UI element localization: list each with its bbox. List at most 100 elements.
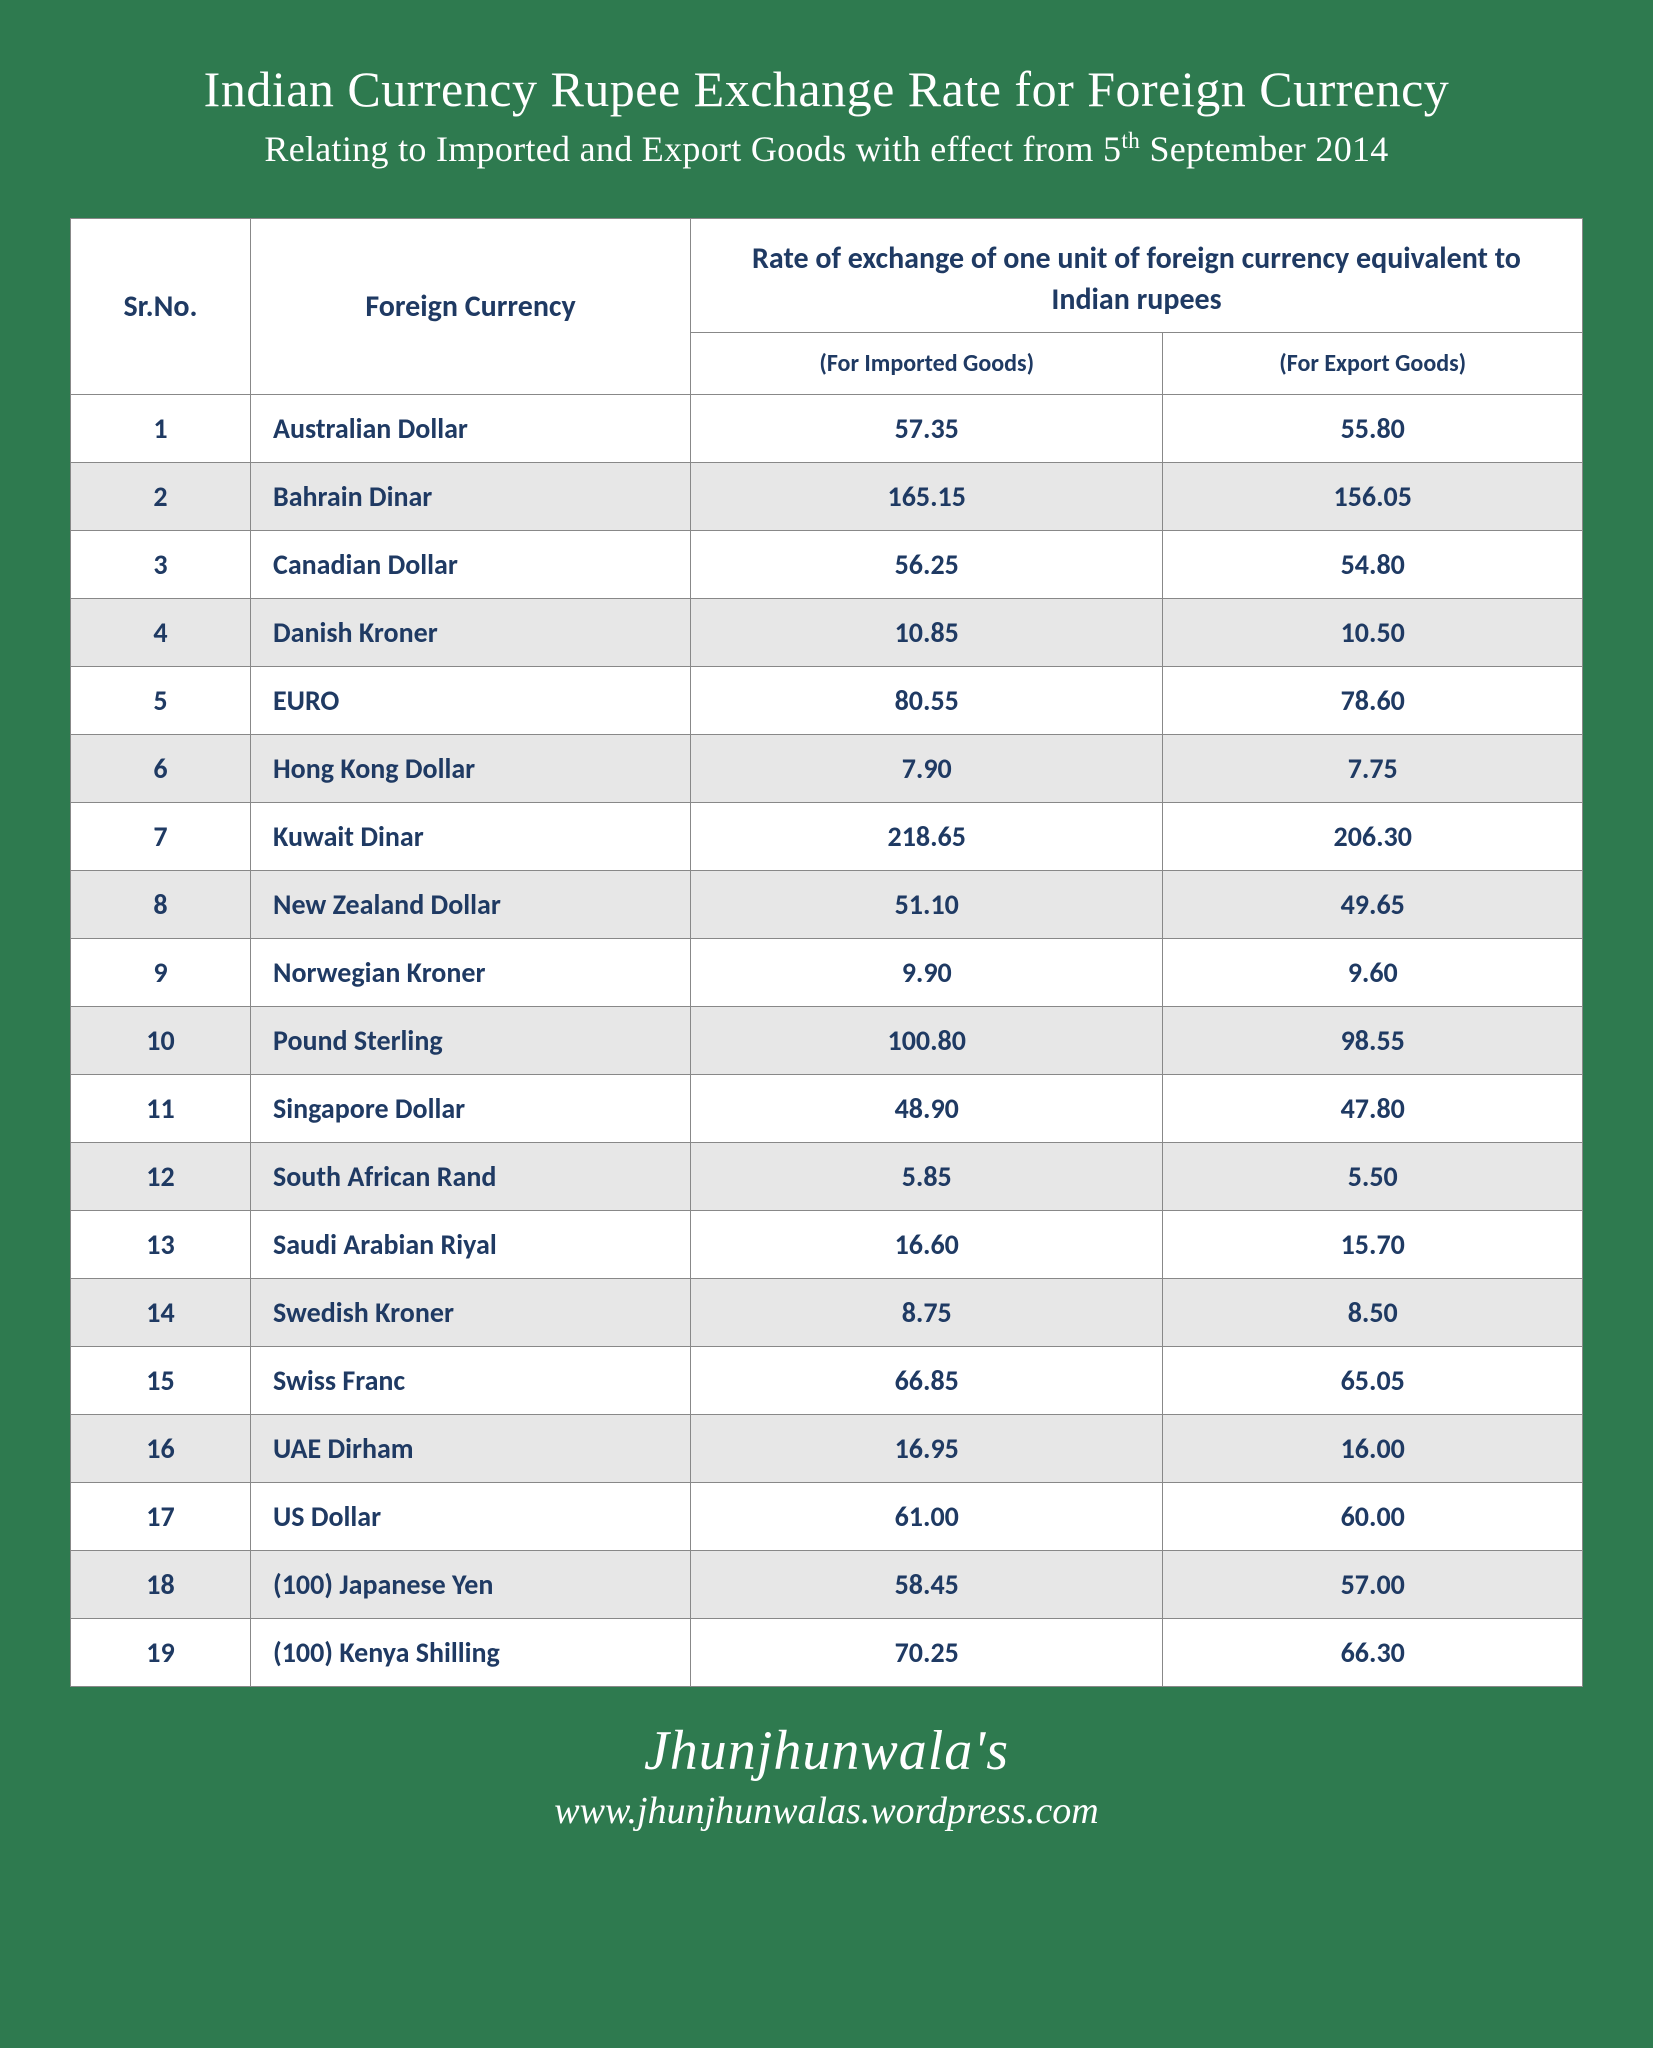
cell-export: 206.30 bbox=[1163, 803, 1583, 871]
cell-imported: 8.75 bbox=[691, 1279, 1163, 1347]
cell-export: 8.50 bbox=[1163, 1279, 1583, 1347]
cell-currency: US Dollar bbox=[251, 1483, 691, 1551]
cell-export: 49.65 bbox=[1163, 871, 1583, 939]
cell-srno: 11 bbox=[71, 1075, 251, 1143]
cell-export: 9.60 bbox=[1163, 939, 1583, 1007]
cell-export: 55.80 bbox=[1163, 395, 1583, 463]
table-row: 7Kuwait Dinar218.65206.30 bbox=[71, 803, 1583, 871]
cell-export: 15.70 bbox=[1163, 1211, 1583, 1279]
cell-currency: Pound Sterling bbox=[251, 1007, 691, 1075]
cell-export: 57.00 bbox=[1163, 1551, 1583, 1619]
table-row: 2Bahrain Dinar165.15156.05 bbox=[71, 463, 1583, 531]
cell-currency: Saudi Arabian Riyal bbox=[251, 1211, 691, 1279]
cell-imported: 51.10 bbox=[691, 871, 1163, 939]
cell-imported: 16.60 bbox=[691, 1211, 1163, 1279]
brand-name: Jhunjhunwala's bbox=[554, 1719, 1098, 1783]
cell-srno: 12 bbox=[71, 1143, 251, 1211]
cell-export: 47.80 bbox=[1163, 1075, 1583, 1143]
cell-export: 156.05 bbox=[1163, 463, 1583, 531]
cell-srno: 8 bbox=[71, 871, 251, 939]
cell-imported: 7.90 bbox=[691, 735, 1163, 803]
cell-imported: 165.15 bbox=[691, 463, 1163, 531]
table-row: 8New Zealand Dollar51.1049.65 bbox=[71, 871, 1583, 939]
table-row: 6Hong Kong Dollar7.907.75 bbox=[71, 735, 1583, 803]
cell-srno: 14 bbox=[71, 1279, 251, 1347]
cell-currency: Hong Kong Dollar bbox=[251, 735, 691, 803]
page-subtitle: Relating to Imported and Export Goods wi… bbox=[264, 128, 1388, 170]
table-row: 15Swiss Franc66.8565.05 bbox=[71, 1347, 1583, 1415]
cell-export: 78.60 bbox=[1163, 667, 1583, 735]
cell-export: 98.55 bbox=[1163, 1007, 1583, 1075]
table-row: 5EURO80.5578.60 bbox=[71, 667, 1583, 735]
table-row: 4Danish Kroner10.8510.50 bbox=[71, 599, 1583, 667]
cell-srno: 17 bbox=[71, 1483, 251, 1551]
cell-imported: 70.25 bbox=[691, 1619, 1163, 1687]
table-row: 16UAE Dirham16.9516.00 bbox=[71, 1415, 1583, 1483]
cell-imported: 58.45 bbox=[691, 1551, 1163, 1619]
col-export: (For Export Goods) bbox=[1163, 333, 1583, 395]
cell-imported: 10.85 bbox=[691, 599, 1163, 667]
table-row: 14Swedish Kroner8.758.50 bbox=[71, 1279, 1583, 1347]
cell-srno: 3 bbox=[71, 531, 251, 599]
cell-imported: 56.25 bbox=[691, 531, 1163, 599]
cell-srno: 1 bbox=[71, 395, 251, 463]
table-row: 13Saudi Arabian Riyal16.6015.70 bbox=[71, 1211, 1583, 1279]
cell-srno: 18 bbox=[71, 1551, 251, 1619]
cell-imported: 80.55 bbox=[691, 667, 1163, 735]
cell-srno: 2 bbox=[71, 463, 251, 531]
cell-currency: South African Rand bbox=[251, 1143, 691, 1211]
cell-export: 54.80 bbox=[1163, 531, 1583, 599]
cell-export: 16.00 bbox=[1163, 1415, 1583, 1483]
col-srno: Sr.No. bbox=[71, 219, 251, 395]
cell-currency: EURO bbox=[251, 667, 691, 735]
cell-imported: 218.65 bbox=[691, 803, 1163, 871]
cell-srno: 19 bbox=[71, 1619, 251, 1687]
cell-imported: 9.90 bbox=[691, 939, 1163, 1007]
cell-currency: New Zealand Dollar bbox=[251, 871, 691, 939]
cell-currency: Swiss Franc bbox=[251, 1347, 691, 1415]
cell-currency: Danish Kroner bbox=[251, 599, 691, 667]
cell-currency: (100) Japanese Yen bbox=[251, 1551, 691, 1619]
cell-srno: 7 bbox=[71, 803, 251, 871]
cell-currency: UAE Dirham bbox=[251, 1415, 691, 1483]
table-header: Sr.No. Foreign Currency Rate of exchange… bbox=[71, 219, 1583, 395]
cell-export: 10.50 bbox=[1163, 599, 1583, 667]
cell-srno: 10 bbox=[71, 1007, 251, 1075]
cell-export: 60.00 bbox=[1163, 1483, 1583, 1551]
cell-imported: 5.85 bbox=[691, 1143, 1163, 1211]
table-row: 17US Dollar61.0060.00 bbox=[71, 1483, 1583, 1551]
cell-export: 66.30 bbox=[1163, 1619, 1583, 1687]
cell-export: 5.50 bbox=[1163, 1143, 1583, 1211]
cell-imported: 16.95 bbox=[691, 1415, 1163, 1483]
cell-srno: 9 bbox=[71, 939, 251, 1007]
cell-srno: 6 bbox=[71, 735, 251, 803]
cell-srno: 13 bbox=[71, 1211, 251, 1279]
brand-url: www.jhunjhunwalas.wordpress.com bbox=[554, 1789, 1098, 1833]
table-row: 18(100) Japanese Yen58.4557.00 bbox=[71, 1551, 1583, 1619]
cell-currency: Norwegian Kroner bbox=[251, 939, 691, 1007]
table-body: 1Australian Dollar57.3555.802Bahrain Din… bbox=[71, 395, 1583, 1687]
cell-srno: 4 bbox=[71, 599, 251, 667]
table-row: 9Norwegian Kroner9.909.60 bbox=[71, 939, 1583, 1007]
cell-currency: Bahrain Dinar bbox=[251, 463, 691, 531]
cell-srno: 16 bbox=[71, 1415, 251, 1483]
table-row: 12South African Rand5.855.50 bbox=[71, 1143, 1583, 1211]
cell-imported: 100.80 bbox=[691, 1007, 1163, 1075]
cell-srno: 15 bbox=[71, 1347, 251, 1415]
cell-imported: 66.85 bbox=[691, 1347, 1163, 1415]
cell-imported: 61.00 bbox=[691, 1483, 1163, 1551]
cell-srno: 5 bbox=[71, 667, 251, 735]
col-currency: Foreign Currency bbox=[251, 219, 691, 395]
cell-export: 7.75 bbox=[1163, 735, 1583, 803]
page-title: Indian Currency Rupee Exchange Rate for … bbox=[204, 60, 1450, 118]
page: Indian Currency Rupee Exchange Rate for … bbox=[0, 0, 1653, 2048]
cell-currency: Canadian Dollar bbox=[251, 531, 691, 599]
table-row: 3Canadian Dollar56.2554.80 bbox=[71, 531, 1583, 599]
cell-currency: Australian Dollar bbox=[251, 395, 691, 463]
table-row: 1Australian Dollar57.3555.80 bbox=[71, 395, 1583, 463]
footer: Jhunjhunwala's www.jhunjhunwalas.wordpre… bbox=[554, 1719, 1098, 1833]
cell-currency: Kuwait Dinar bbox=[251, 803, 691, 871]
cell-currency: Singapore Dollar bbox=[251, 1075, 691, 1143]
col-rate-header: Rate of exchange of one unit of foreign … bbox=[691, 219, 1583, 333]
cell-currency: Swedish Kroner bbox=[251, 1279, 691, 1347]
